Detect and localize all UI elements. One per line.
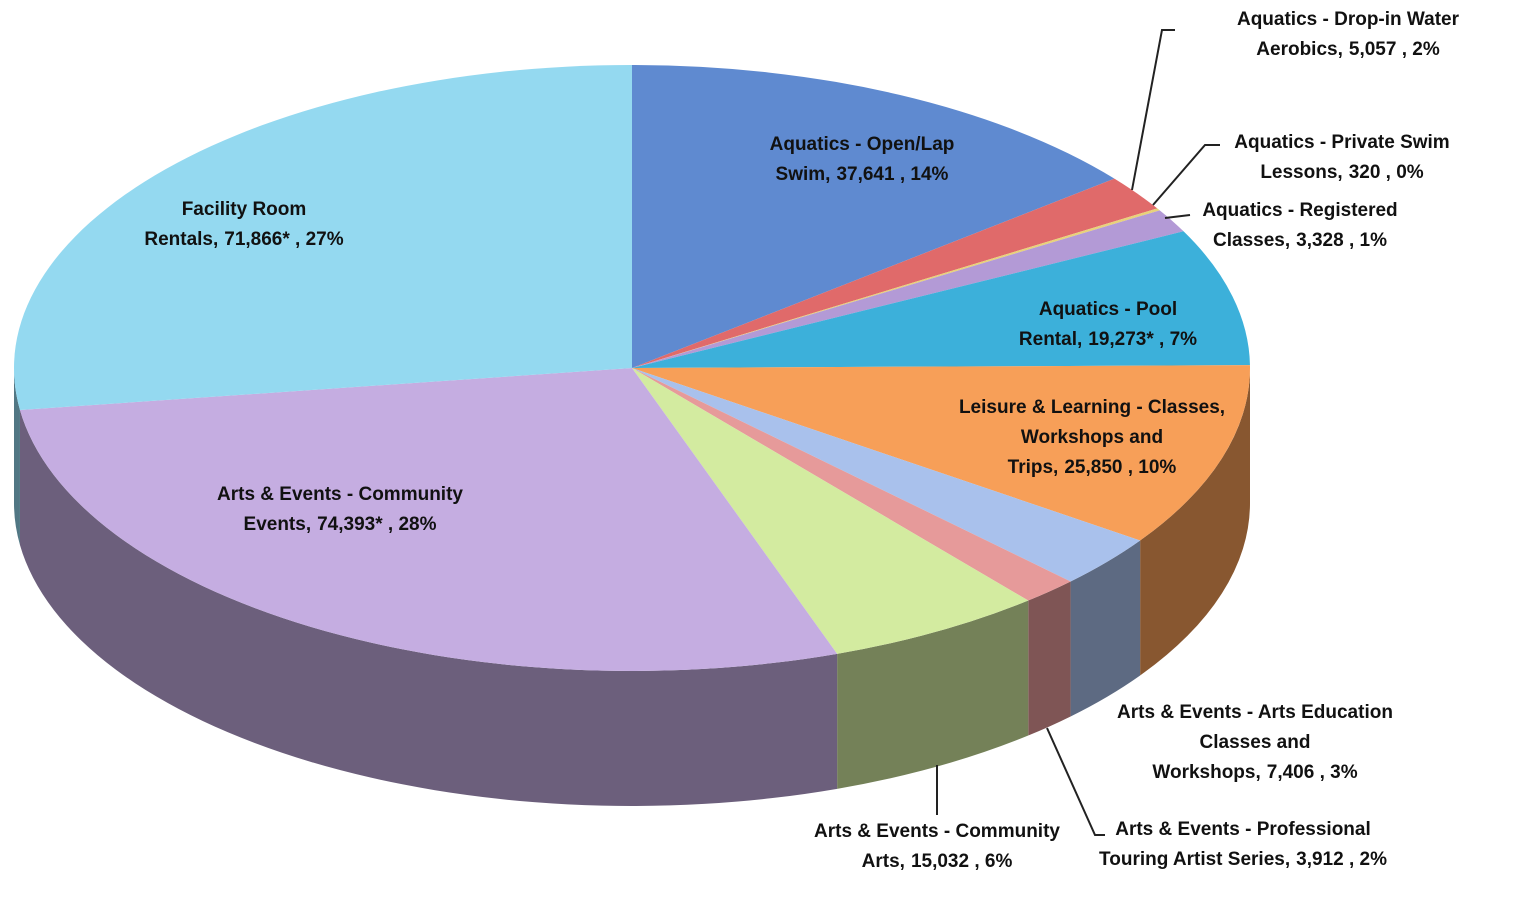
category-name: Aquatics - Pool Rental, [1018, 299, 1178, 350]
slice [13, 64, 632, 411]
value-label: 320 , 0% [1348, 162, 1424, 183]
slice-side [1140, 368, 1250, 676]
slice-label: Aquatics - Pool Rental, 19,273* , 7% [978, 295, 1238, 355]
slice [632, 231, 1250, 368]
value-label: 37,641 , 14% [836, 164, 949, 185]
slice-label: Aquatics - Private Swim Lessons, 320 , 0% [1212, 128, 1472, 188]
value-label: 71,866* , 27% [224, 229, 344, 250]
slice [632, 210, 1184, 368]
category-name: Aquatics - Registered Classes, [1202, 200, 1398, 251]
slice-side [14, 368, 20, 546]
slice-label: Aquatics - Registered Classes, 3,328 , 1% [1180, 196, 1420, 256]
category-name: Arts & Events - Professional Touring Art… [1099, 819, 1371, 870]
slice-label: Arts & Events - Arts Education Classes a… [1095, 698, 1415, 788]
slice-side [1070, 540, 1141, 717]
value-label: 7,406 , 3% [1266, 762, 1358, 783]
value-label: 3,912 , 2% [1296, 849, 1387, 870]
slice [632, 368, 1141, 582]
category-name: Arts & Events - Arts Education Classes a… [1117, 702, 1393, 783]
slice-label: Leisure & Learning - Classes, Workshops … [942, 393, 1242, 483]
slice-side [19, 410, 838, 806]
slice-label: Arts & Events - Community Events, 74,393*… [150, 480, 530, 540]
slice [632, 365, 1250, 541]
slice-side [1028, 581, 1071, 736]
slice [19, 368, 838, 672]
leader-line [1131, 29, 1175, 191]
leader-line [1152, 144, 1220, 206]
slice-side [837, 600, 1029, 789]
category-name: Arts & Events - Community Arts, [814, 821, 1060, 872]
slice [632, 368, 1029, 654]
category-name: Leisure & Learning - Classes, Workshops … [958, 397, 1226, 478]
category-name: Aquatics - Drop-in Water Aerobics, [1236, 9, 1460, 60]
leader-line [1164, 214, 1191, 219]
value-label: 3,328 , 1% [1296, 230, 1387, 251]
slice [632, 178, 1158, 368]
category-name: Aquatics - Open/Lap Swim, [769, 134, 955, 185]
slice-label: Arts & Events - Community Arts, 15,032 , … [792, 817, 1082, 877]
slice [632, 368, 1071, 601]
value-label: 19,273* , 7% [1088, 329, 1198, 350]
value-label: 5,057 , 2% [1348, 39, 1440, 60]
category-name: Aquatics - Private Swim Lessons, [1234, 132, 1450, 183]
value-label: 15,032 , 6% [910, 851, 1013, 872]
value-label: 74,393* , 28% [317, 514, 437, 535]
slice-label: Arts & Events - Professional Touring Art… [1093, 815, 1393, 875]
slice-label: Facility Room Rentals, 71,866* , 27% [114, 195, 374, 255]
slice [632, 208, 1160, 368]
value-label: 25,850 , 10% [1064, 457, 1177, 478]
category-name: Arts & Events - Community Events, [217, 484, 463, 535]
slice-label: Aquatics - Drop-in Water Aerobics, 5,057 … [1168, 5, 1528, 65]
slice [632, 65, 1115, 368]
slice-label: Aquatics - Open/Lap Swim, 37,641 , 14% [712, 130, 1012, 190]
leader-line [1046, 727, 1105, 836]
category-name: Facility Room Rentals, [144, 199, 307, 250]
